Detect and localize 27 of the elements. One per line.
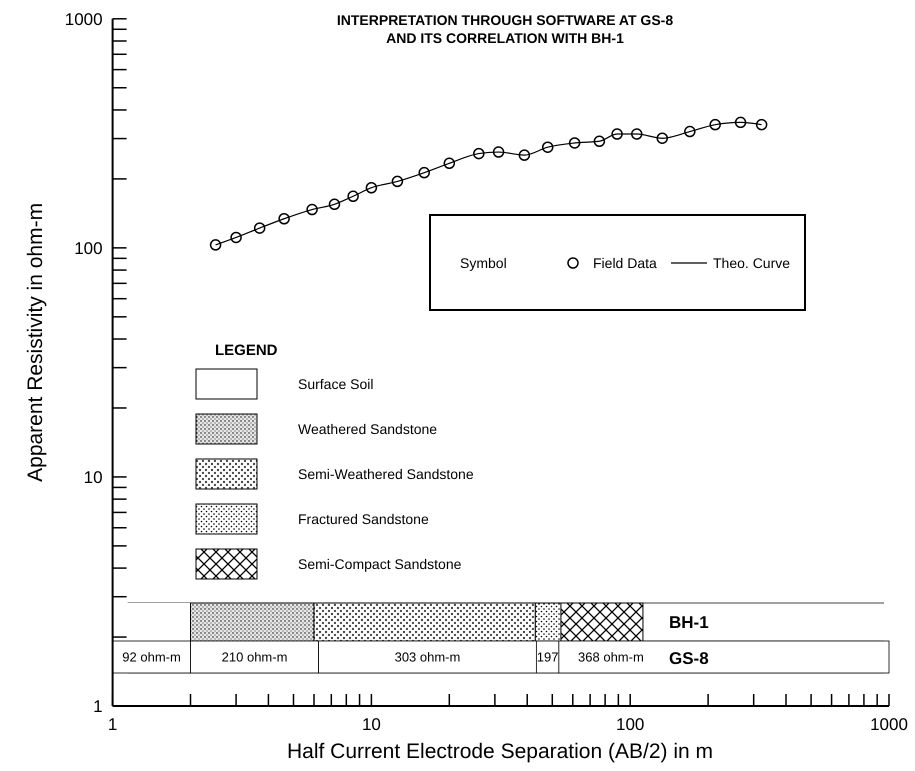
annotation: Semi-Compact Sandstone (298, 556, 462, 572)
y-tick-label: 1 (93, 696, 103, 716)
legend-title: Symbol (460, 255, 507, 271)
x-tick-label: 1 (108, 715, 118, 734)
band-label: 92 ohm-m (122, 650, 181, 665)
x-axis-title: Half Current Electrode Separation (AB/2) in m (286, 740, 714, 763)
chart-title: INTERPRETATION THROUGH SOFTWARE AT GS-8 AND ITS CORRELATION WITH BH-1 (336, 12, 674, 46)
x-tick-label: 1000 (870, 715, 908, 734)
legend-label: Field Data (593, 255, 658, 271)
y-axis-title: Apparent Resistivity in ohm-m (24, 202, 47, 482)
x-tick-label: 100 (616, 715, 644, 734)
y-tick-label: 10 (84, 468, 103, 487)
annotation: Fractured Sandstone (298, 511, 429, 527)
annotation: LEGEND (215, 342, 278, 359)
y-tick-label: 1000 (64, 10, 103, 29)
band-label: 368 ohm-m (578, 650, 644, 665)
y-tick-label: 100 (74, 238, 103, 258)
legend-label: Theo. Curve (713, 255, 790, 271)
x-tick-label: 10 (362, 715, 381, 734)
annotation: BH-1 (669, 613, 709, 632)
band-label: 303 ohm-m (394, 650, 460, 665)
band-label: 197 (536, 650, 558, 665)
band-label: 210 ohm-m (222, 650, 288, 665)
annotation: Surface Soil (298, 376, 374, 392)
annotation: Weathered Sandstone (298, 421, 438, 437)
annotation: GS-8 (669, 649, 709, 668)
annotation: Semi-Weathered Sandstone (298, 466, 474, 482)
